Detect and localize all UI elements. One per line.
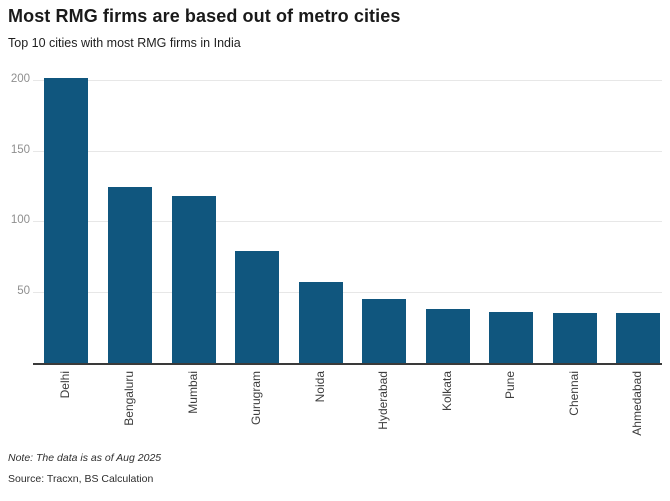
bar-gurugram [235, 251, 280, 363]
y-axis-tick-label: 150 [10, 143, 30, 156]
bar-pune [489, 312, 534, 363]
x-axis-label: Kolkata [439, 371, 454, 412]
grid-line [33, 221, 662, 223]
chart-note: Note: The data is as of Aug 2025 [8, 452, 162, 464]
y-axis-tick-label: 100 [10, 214, 30, 227]
bar-bengaluru [108, 187, 153, 363]
chart-title: Most RMG firms are based out of metro ci… [8, 6, 401, 26]
bar-hyderabad [362, 299, 407, 363]
bar-kolkata [425, 309, 470, 363]
bar-mumbai [171, 195, 216, 363]
x-axis-label: Ahmedabad [630, 371, 645, 436]
x-axis-label: Gurugram [249, 371, 264, 426]
bar-ahmedabad [616, 313, 661, 363]
grid-line [33, 79, 662, 81]
x-axis-label: Pune [503, 371, 518, 400]
x-axis-label: Delhi [58, 371, 73, 399]
x-axis-label: Bengaluru [122, 371, 137, 426]
grid-line [33, 292, 662, 294]
bar-delhi [44, 78, 89, 363]
y-axis-tick-label: 200 [10, 72, 30, 85]
x-axis-label: Noida [312, 371, 327, 403]
bar-chennai [552, 313, 597, 363]
x-axis-line [33, 363, 662, 365]
y-axis-tick-label: 50 [17, 285, 30, 298]
x-axis-label: Mumbai [185, 371, 200, 414]
x-axis-label: Chennai [566, 371, 581, 416]
grid-line [33, 150, 662, 152]
chart-source: Source: Tracxn, BS Calculation [8, 473, 154, 485]
bar-chart-plot-area: 50 100 150 200 Delhi Bengaluru Mumbai Gurugram N… [10, 72, 662, 436]
bar-noida [298, 282, 343, 363]
chart-subtitle: Top 10 cities with most RMG firms in Ind… [8, 36, 241, 50]
x-axis-label: Hyderabad [376, 371, 391, 430]
